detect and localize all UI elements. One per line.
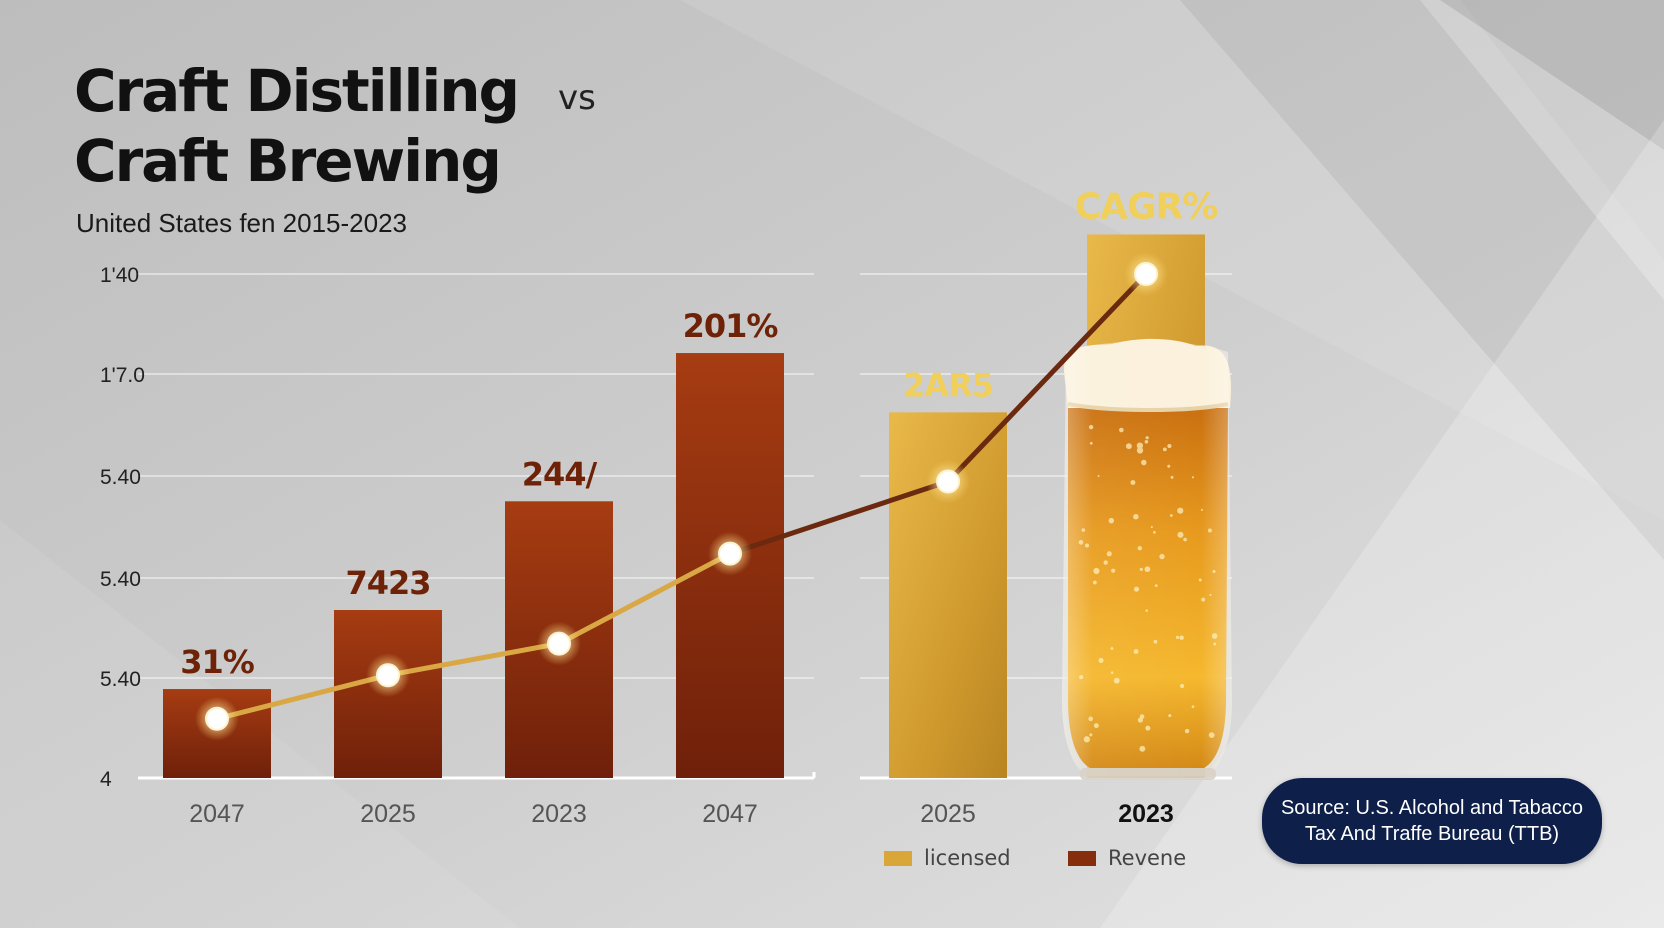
legend-item-licensed: licensed — [884, 846, 1011, 870]
legend-label-licensed: licensed — [924, 846, 1011, 870]
trend-point-5 — [1134, 262, 1158, 286]
legend-swatch-revenue — [1068, 850, 1096, 866]
trend-point-0 — [205, 706, 229, 731]
chart-title-line-2: Craft Brewing — [74, 127, 502, 195]
trend-point-3 — [718, 541, 742, 566]
y-tick-label-5: 4 — [100, 768, 112, 791]
chart-title-line-1: Craft Distilling — [74, 57, 520, 125]
trend-segment-2 — [556, 551, 733, 647]
bar-value-label-3: 201% — [683, 307, 779, 345]
chart-title-vs: vs — [558, 78, 596, 118]
bar-value-labels: 31% 7423 244/201% 2AR5 CAGR% — [180, 186, 1218, 681]
x-tick-label-1: 2025 — [360, 800, 416, 828]
bar-value-label-0: 31% — [180, 643, 255, 681]
trend-segment-3 — [727, 479, 951, 557]
x-tick-label-4: 2025 — [920, 800, 976, 828]
trend-segment-4 — [945, 271, 1149, 485]
x-axis-ticks: 2047 2025 2023 2047 2025 2023 — [189, 800, 1174, 828]
y-tick-label-0: 1'40 — [100, 264, 139, 287]
bar-value-label-2: 244/ — [522, 455, 598, 493]
y-axis-ticks: 1'40 1'7.0 5.40 5.40 5.40 4 — [100, 264, 145, 791]
legend-item-revenue: Revene — [1068, 846, 1186, 870]
y-tick-label-4: 5.40 — [100, 668, 141, 691]
x-tick-label-3: 2047 — [702, 800, 758, 828]
y-tick-label-2: 5.40 — [100, 466, 141, 489]
trend-point-4 — [936, 469, 960, 494]
y-tick-label-3: 5.40 — [100, 568, 141, 591]
beer-glass-icon — [1062, 338, 1232, 780]
trend-segment-1 — [385, 641, 562, 678]
x-tick-label-2: 2023 — [531, 800, 587, 828]
y-tick-label-1: 1'7.0 — [100, 364, 145, 387]
legend-label-revenue: Revene — [1108, 846, 1187, 870]
source-line-2: Tax And Traffe Bureau (TTB) — [1304, 823, 1560, 845]
source-line-1: Source: U.S. Alcohol and Tabacco — [1280, 797, 1584, 819]
trend-point-2 — [547, 631, 571, 656]
trend-point-1 — [376, 663, 400, 688]
x-tick-label-5: 2023 — [1118, 800, 1174, 828]
trend-line — [214, 271, 1149, 722]
trend-points — [195, 252, 1168, 741]
bar-value-label-4: 2AR5 — [903, 366, 993, 404]
chart-subtitle: United States fen 2015-2023 — [76, 208, 408, 238]
bar-value-label-5: CAGR% — [1075, 186, 1218, 227]
legend-swatch-licensed — [884, 850, 912, 866]
x-tick-label-0: 2047 — [189, 800, 245, 828]
bar-value-label-1: 7423 — [345, 564, 430, 602]
source-badge: Source: U.S. Alcohol and Tabacco Tax And… — [1262, 778, 1602, 864]
trend-segment-0 — [214, 672, 391, 722]
